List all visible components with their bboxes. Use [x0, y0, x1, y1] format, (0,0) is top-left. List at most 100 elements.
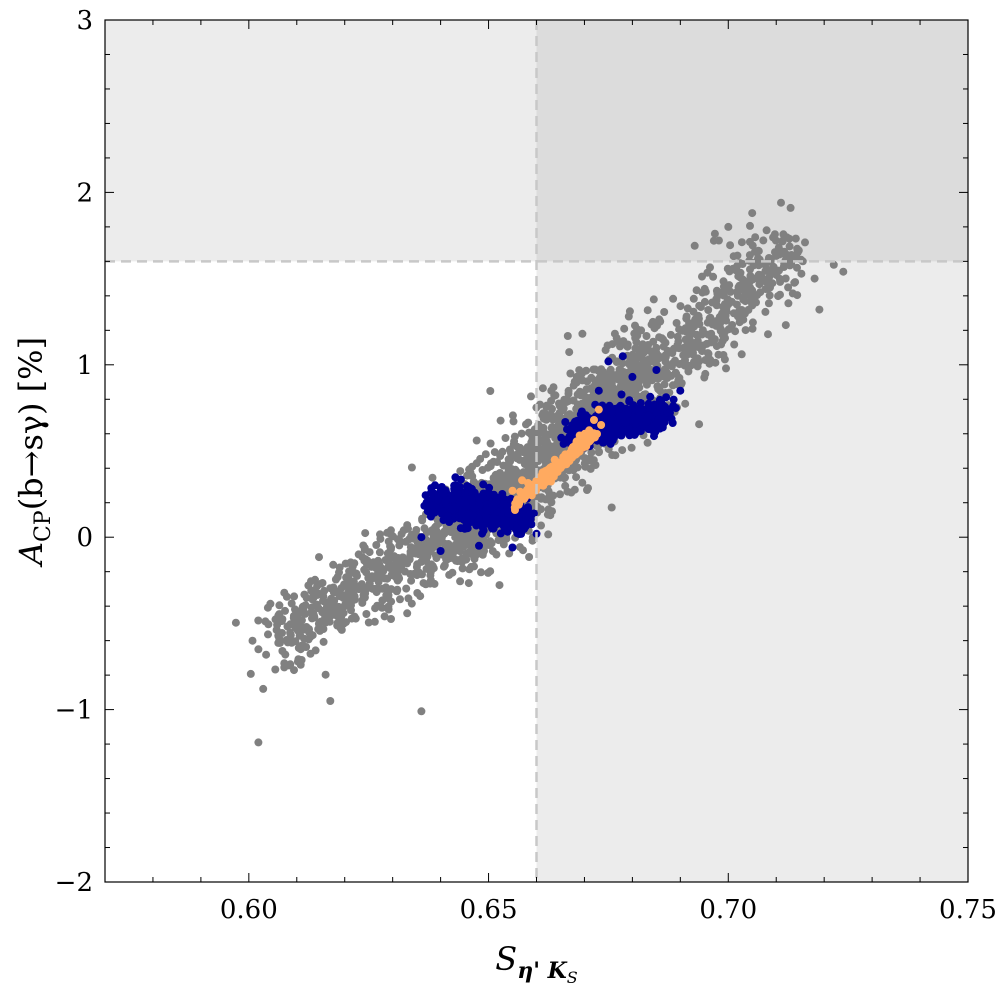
data-point [376, 530, 384, 539]
data-point [628, 350, 637, 359]
data-point [510, 451, 519, 460]
data-point [756, 288, 765, 297]
data-point [326, 605, 334, 614]
data-point [340, 602, 349, 611]
data-point [430, 579, 439, 588]
data-point [402, 584, 411, 593]
data-point [734, 311, 743, 320]
data-point [496, 416, 505, 425]
data-point [457, 542, 466, 551]
data-point [453, 489, 462, 498]
data-point [464, 536, 473, 545]
data-point [487, 459, 495, 468]
data-point [442, 496, 451, 505]
data-point [730, 340, 739, 349]
data-point [501, 434, 510, 442]
data-point [498, 447, 507, 456]
data-point [496, 529, 505, 538]
data-point [547, 397, 556, 405]
data-point [698, 326, 707, 335]
data-point [370, 617, 379, 626]
data-point [419, 579, 428, 588]
data-point [301, 601, 310, 610]
data-point [604, 357, 613, 366]
data-point [649, 295, 658, 304]
data-point [464, 548, 473, 557]
data-point [326, 697, 335, 705]
data-point [526, 430, 535, 439]
data-point [587, 385, 596, 393]
data-point [307, 577, 315, 586]
data-point [692, 330, 701, 339]
data-point [643, 306, 652, 315]
y-axis-label-rest: (b→sγ) [%] [12, 337, 50, 510]
data-point [467, 484, 476, 493]
data-point [738, 275, 747, 284]
data-point [608, 451, 617, 459]
data-point [704, 306, 713, 314]
data-point [761, 307, 770, 316]
data-point [355, 583, 364, 592]
data-point [314, 619, 323, 628]
data-point [434, 495, 443, 504]
data-point [296, 607, 305, 616]
data-point [669, 401, 678, 410]
data-point [396, 557, 405, 565]
data-point [673, 343, 682, 352]
data-point [575, 366, 584, 375]
data-point [384, 605, 393, 614]
data-point [659, 415, 668, 424]
data-point [660, 402, 669, 411]
data-point [785, 242, 794, 251]
data-point [577, 399, 586, 408]
data-point [525, 553, 534, 561]
data-point [479, 480, 488, 489]
data-point [274, 638, 283, 647]
data-point [486, 387, 495, 395]
data-point [331, 575, 340, 584]
data-point [311, 601, 320, 610]
data-point [689, 318, 698, 327]
data-point [513, 495, 522, 504]
data-point [680, 359, 688, 368]
data-point [475, 541, 483, 550]
x-axis-label: Sη' KS [495, 940, 577, 987]
data-point [456, 475, 465, 484]
data-point [275, 601, 284, 610]
data-point [327, 594, 336, 603]
data-point [777, 198, 785, 207]
data-point [371, 604, 380, 613]
data-point [621, 377, 630, 386]
data-point [590, 416, 598, 424]
data-point [392, 587, 401, 596]
data-point [642, 380, 651, 389]
data-point [581, 411, 590, 420]
data-point [710, 229, 719, 238]
data-point [633, 427, 642, 436]
data-point [335, 621, 344, 630]
data-point [310, 593, 318, 601]
data-point [741, 326, 750, 335]
data-point [655, 395, 664, 404]
data-point [771, 236, 780, 245]
data-point [472, 436, 481, 445]
data-point [690, 241, 699, 250]
data-point [481, 450, 490, 459]
data-point [290, 666, 298, 675]
data-point [378, 596, 387, 605]
data-point [456, 577, 465, 586]
data-point [535, 476, 544, 485]
data-point [414, 568, 423, 577]
data-point [387, 615, 395, 623]
data-point [709, 236, 718, 245]
data-point [684, 367, 693, 376]
data-point [310, 586, 319, 595]
y-tick-label: −1 [55, 696, 93, 726]
y-tick-label: −2 [55, 868, 93, 898]
data-point [504, 509, 513, 518]
data-point [764, 330, 772, 339]
data-point [430, 535, 439, 544]
data-point [788, 289, 797, 298]
data-point [764, 299, 773, 308]
data-point [633, 325, 642, 334]
